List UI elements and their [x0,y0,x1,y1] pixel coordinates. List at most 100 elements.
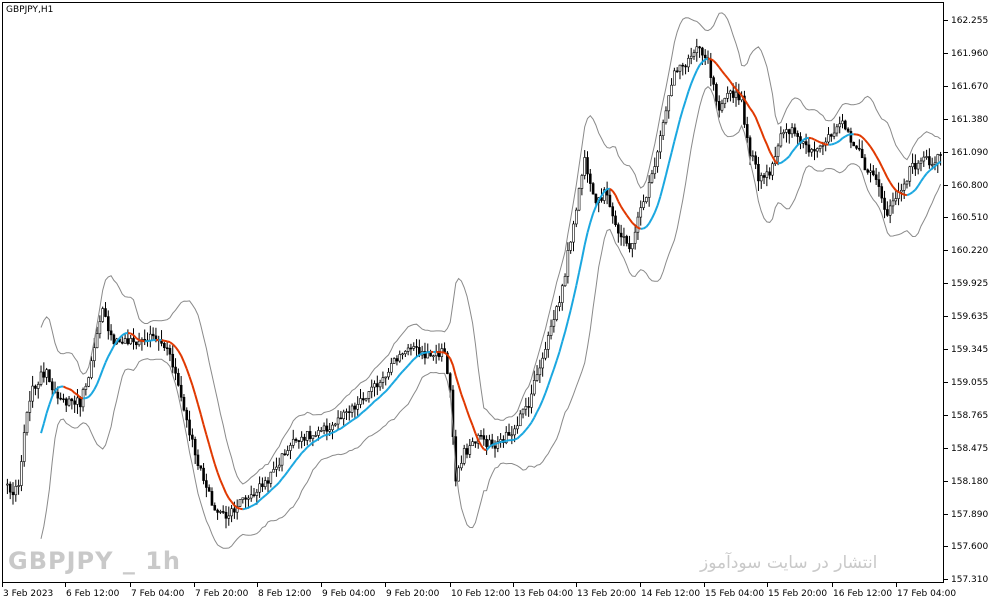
trend-ma-rising-segment [326,433,330,436]
trend-ma-falling-segment [898,191,902,195]
trend-ma-falling-segment [614,194,620,202]
candle-bullish [524,406,528,410]
candle-bearish [588,173,592,184]
candle-bullish [560,285,564,303]
candle-bearish [874,174,878,180]
trend-ma-falling-segment [712,60,718,65]
time-tick-mark [832,583,833,587]
time-tick-mark [640,583,641,587]
trend-ma-rising-segment [530,417,536,424]
candle-bullish [555,306,558,320]
trend-ma-falling-segment [765,143,771,152]
trend-ma-rising-segment [511,438,515,442]
trend-ma-rising-segment [261,494,266,499]
candle-bearish [34,385,37,389]
candle-bullish [832,132,836,137]
candle-bearish [179,384,183,398]
trend-ma-rising-segment [684,91,690,102]
price-tick-label: 161.670 [951,81,989,92]
candle-bearish [866,169,870,173]
trend-ma-rising-segment [373,398,378,403]
candle-bullish [39,371,43,385]
trend-ma-falling-segment [634,224,639,229]
trend-ma-falling-segment [177,350,183,357]
candle-bullish [345,411,348,413]
candle-bullish [532,380,536,395]
trend-ma-rising-segment [516,435,521,440]
trend-ma-rising-segment [485,446,491,451]
candle-bullish [6,483,9,486]
candle-bearish [347,411,351,413]
time-tick-mark [513,583,514,587]
candle-bullish [390,363,393,373]
candle-bearish [56,391,60,399]
trend-ma-rising-segment [410,358,415,364]
trend-ma-rising-segment [552,360,558,370]
candle-bullish [286,450,289,455]
candle-bearish [479,434,483,437]
trend-ma-rising-segment [648,217,653,224]
trend-ma-rising-segment [334,428,339,433]
trend-ma-rising-segment [780,160,785,164]
trend-ma-rising-segment [354,416,359,420]
trend-ma-falling-segment [138,339,143,342]
candle-bearish [213,505,217,511]
trend-ma-falling-segment [620,206,625,212]
price-tick-mark [944,447,948,449]
candle-bullish [322,425,326,431]
trend-ma-falling-segment [628,218,634,224]
candle-bearish [754,155,757,165]
candle-bullish [67,398,71,406]
trend-ma-falling-segment [816,140,821,144]
price-tick-label: 160.800 [951,180,989,191]
trend-ma-rising-segment [561,331,567,343]
time-tick-mark [2,583,3,587]
candle-bullish [272,469,275,473]
trend-ma-falling-segment [208,444,213,455]
price-tick-mark [944,381,948,383]
chart-area[interactable] [2,2,944,583]
trend-ma-rising-segment [90,389,96,395]
time-tick-label: 14 Feb 12:00 [641,589,701,599]
trend-ma-rising-segment [783,158,788,162]
candle-bearish [712,77,715,85]
trend-ma-rising-segment [679,109,684,120]
candle-bullish [720,103,724,111]
time-tick-label: 10 Feb 12:00 [451,589,511,599]
trend-ma-rising-segment [541,392,547,401]
trend-ma-rising-segment [662,174,667,187]
trend-ma-falling-segment [861,136,866,141]
trend-ma-rising-segment [844,133,849,138]
candle-bullish [513,428,516,436]
trend-ma-falling-segment [611,190,617,196]
trend-ma-rising-segment [578,258,583,273]
trend-ma-rising-segment [270,487,275,492]
price-tick-mark [944,217,948,219]
candle-bullish [129,338,133,345]
trend-ma-falling-segment [721,70,726,76]
time-tick-mark [130,583,131,587]
candle-bullish [603,189,606,201]
trend-ma-falling-segment [483,448,487,452]
candle-bearish [135,341,138,346]
candle-bearish [715,84,718,102]
trend-ma-falling-segment [735,88,740,94]
candle-bullish [692,52,696,57]
candle-bearish [165,347,169,349]
price-chart-svg[interactable] [3,3,945,584]
trend-ma-rising-segment [603,188,608,193]
trend-ma-rising-segment [583,232,589,246]
price-tick-mark [944,546,948,548]
candle-bearish [813,149,816,152]
trend-ma-rising-segment [329,431,333,435]
trend-ma-rising-segment [544,384,550,394]
trend-ma-rising-segment [85,396,90,400]
trend-ma-rising-segment [351,417,356,422]
trend-ma-falling-segment [80,396,84,400]
trend-ma-rising-segment [340,425,345,430]
candle-bullish [367,391,371,399]
price-tick-label: 159.635 [951,312,989,323]
trend-ma-falling-segment [746,103,751,109]
trend-ma-falling-segment [463,401,468,411]
trend-ma-falling-segment [225,492,230,499]
